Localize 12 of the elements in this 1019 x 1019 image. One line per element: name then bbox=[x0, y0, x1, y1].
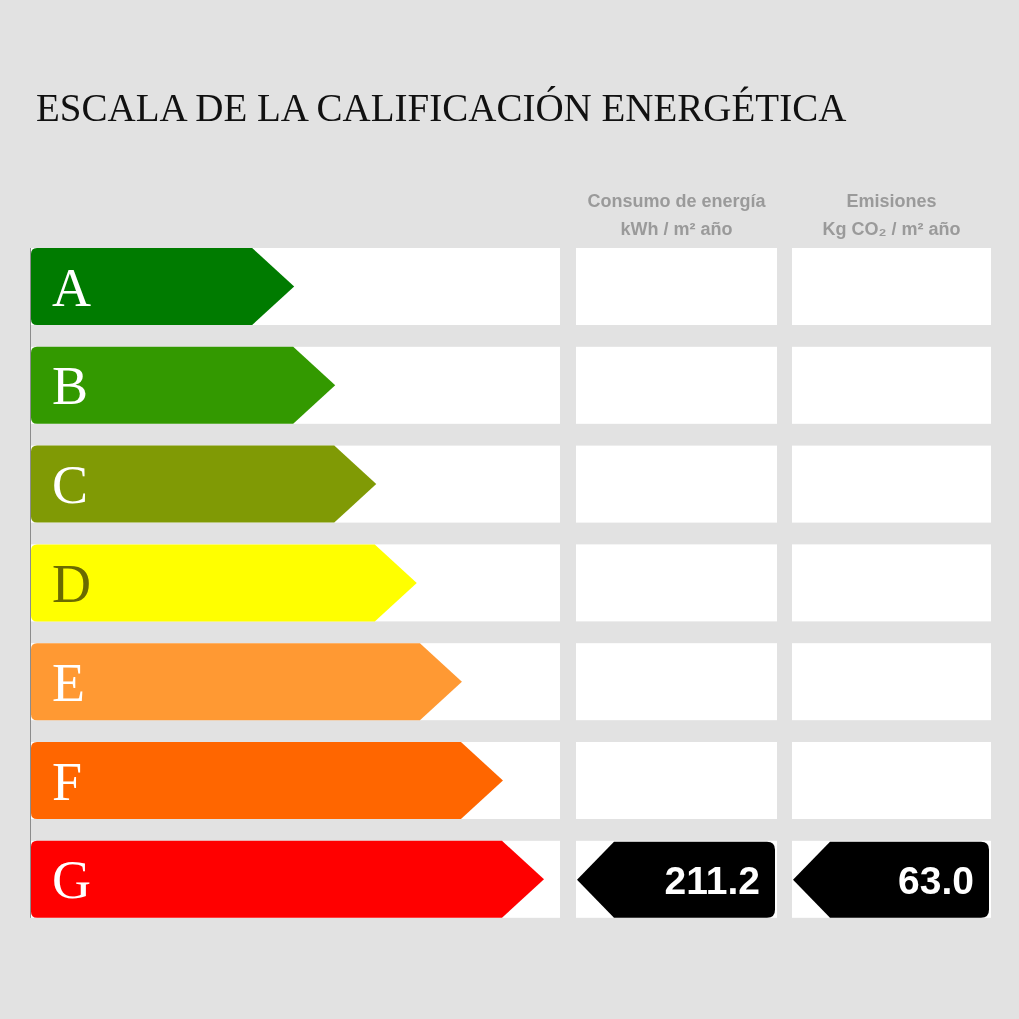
y-tick-label: A bbox=[52, 257, 91, 318]
y-tick-label: D bbox=[52, 553, 91, 614]
y-tick-label: C bbox=[52, 455, 89, 516]
text: Consumo de energía kWh / m² año bbox=[587, 191, 767, 239]
text: Emisiones Kg CO₂ / m² año bbox=[822, 191, 961, 239]
text: 211.2 bbox=[664, 859, 760, 903]
chart-title: ESCALA DE LA CALIFICACIÓN ENERGÉTICA bbox=[36, 86, 847, 129]
text: 63.0 bbox=[898, 859, 974, 903]
y-tick-label: E bbox=[52, 652, 85, 713]
y-tick-label: F bbox=[52, 751, 83, 812]
y-tick-label: G bbox=[52, 850, 91, 911]
y-tick-label: B bbox=[52, 356, 89, 417]
